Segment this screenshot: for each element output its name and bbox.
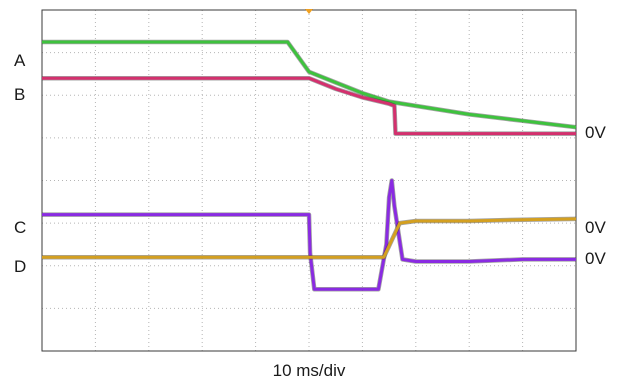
- zero-label-a: 0V: [585, 123, 606, 142]
- trace-a: [42, 40, 577, 129]
- zero-label-d: 0V: [585, 249, 606, 268]
- trace-b: [42, 76, 576, 136]
- trace-c: [42, 179, 576, 291]
- traces: [42, 39, 577, 292]
- zero-label-c: 0V: [585, 218, 606, 237]
- channel-label-a: A: [14, 51, 26, 70]
- channel-label-c: C: [14, 218, 26, 237]
- trace-d: [42, 217, 577, 259]
- trigger-marker: [305, 9, 313, 14]
- grid: [42, 10, 576, 351]
- channel-label-b: B: [14, 85, 25, 104]
- channel-label-d: D: [14, 257, 26, 276]
- x-axis-label: 10 ms/div: [273, 361, 346, 380]
